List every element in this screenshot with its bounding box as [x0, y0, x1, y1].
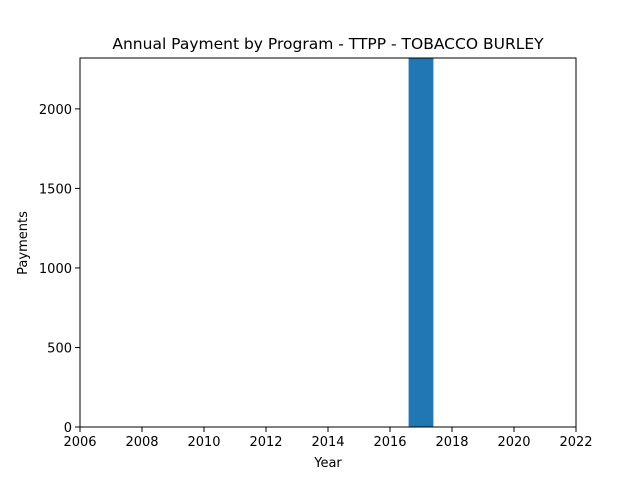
- x-tick-label: 2016: [373, 435, 406, 450]
- x-tick-label: 2022: [559, 435, 592, 450]
- x-tick-label: 2020: [497, 435, 530, 450]
- x-tick-label: 2010: [187, 435, 220, 450]
- y-tick-label: 1500: [39, 182, 72, 197]
- bar-2017: [408, 58, 434, 427]
- chart-title: Annual Payment by Program - TTPP - TOBAC…: [112, 35, 544, 53]
- y-tick-label: 2000: [39, 103, 72, 118]
- y-axis: 0 500 1000 1500 2000: [39, 103, 80, 436]
- plot-frame: [79, 57, 577, 428]
- x-axis-label: Year: [313, 456, 342, 471]
- y-tick-label: 0: [64, 421, 72, 436]
- x-tick-label: 2006: [63, 435, 96, 450]
- y-tick-label: 500: [47, 341, 72, 356]
- x-tick-label: 2018: [435, 435, 468, 450]
- x-tick-label: 2012: [249, 435, 282, 450]
- x-tick-label: 2008: [125, 435, 158, 450]
- x-axis: 2006 2008 2010 2012 2014 2016 2018 2020 2022: [63, 427, 593, 450]
- y-axis-label: Payments: [16, 211, 31, 275]
- x-tick-label: 2014: [311, 435, 344, 450]
- y-tick-label: 1000: [39, 262, 72, 277]
- bars-group: [408, 58, 434, 427]
